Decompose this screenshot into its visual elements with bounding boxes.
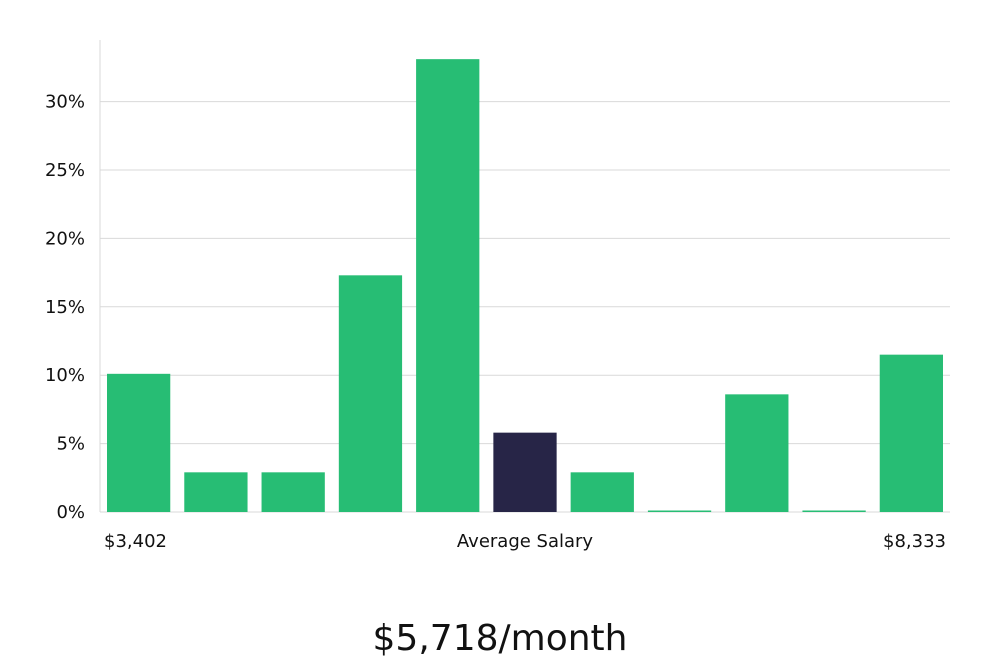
bar — [184, 472, 248, 512]
bar — [570, 472, 634, 512]
y-tick-label: 30% — [45, 92, 85, 113]
bars-layer — [107, 59, 943, 512]
x-min-label: $3,402 — [104, 531, 167, 552]
bar — [879, 354, 943, 512]
y-tick-label: 10% — [45, 365, 85, 386]
y-tick-labels: 0% 5% 10% 15% 20% 25% 30% — [45, 92, 85, 523]
x-axis-label: Average Salary — [457, 531, 594, 552]
bar — [338, 275, 403, 512]
y-tick-label: 25% — [45, 160, 85, 181]
bar-average — [493, 432, 557, 512]
y-tick-label: 5% — [56, 434, 85, 455]
bar — [802, 510, 866, 512]
y-tick-label: 20% — [45, 228, 85, 249]
y-tick-label: 15% — [45, 297, 85, 318]
bar — [416, 59, 480, 512]
x-max-label: $8,333 — [883, 531, 946, 552]
bar — [261, 472, 325, 512]
bar — [647, 510, 712, 512]
bar — [107, 373, 171, 512]
average-salary-value: $5,718/month — [373, 618, 628, 659]
y-tick-label: 0% — [56, 502, 85, 523]
bar — [725, 394, 789, 512]
grid-layer — [100, 101, 950, 513]
